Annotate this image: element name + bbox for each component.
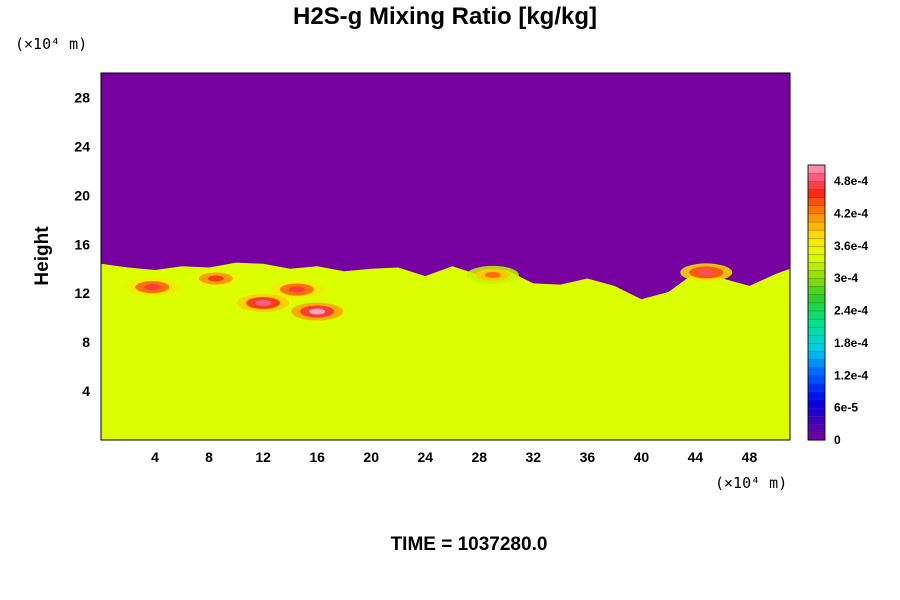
time-label: TIME = 1037280.0 bbox=[391, 534, 548, 555]
colorbar-swatch bbox=[807, 253, 826, 263]
colorbar-swatch bbox=[807, 197, 826, 207]
colorbar-swatch bbox=[807, 310, 826, 320]
colorbar-tick-label: 6e-5 bbox=[834, 401, 858, 415]
colorbar-swatch bbox=[807, 278, 826, 287]
x-tick-label: 44 bbox=[688, 449, 704, 465]
colorbar-tick-label: 1.8e-4 bbox=[834, 336, 868, 350]
y-tick-label: 20 bbox=[74, 187, 90, 203]
colorbar-swatch bbox=[807, 399, 826, 409]
y-unit-label: (×10⁴ m) bbox=[15, 35, 87, 53]
colorbar-tick-label: 3.6e-4 bbox=[834, 239, 868, 253]
colorbar-tick-label: 4.8e-4 bbox=[834, 174, 868, 188]
colorbar-swatch bbox=[807, 431, 826, 441]
x-tick-label: 12 bbox=[255, 449, 271, 465]
colorbar-swatch bbox=[807, 375, 826, 384]
y-tick-label: 12 bbox=[74, 285, 90, 301]
colorbar-swatch bbox=[807, 237, 826, 247]
colorbar-tick-label: 1.2e-4 bbox=[834, 368, 868, 382]
x-tick-label: 16 bbox=[309, 449, 325, 465]
colorbar-swatch bbox=[807, 391, 826, 401]
colorbar-swatch bbox=[807, 302, 826, 312]
colorbar-swatch bbox=[807, 415, 826, 425]
colorbar-swatch bbox=[807, 245, 826, 255]
y-tick-label: 24 bbox=[74, 138, 90, 154]
colorbar-swatch bbox=[807, 318, 826, 328]
colorbar-swatch bbox=[807, 286, 826, 295]
concentration-band-5 bbox=[101, 262, 790, 440]
colorbar-frame bbox=[807, 164, 826, 441]
y-tick-label: 16 bbox=[74, 236, 90, 252]
colorbar-swatch bbox=[807, 181, 826, 190]
high-concentration-patch bbox=[270, 280, 323, 299]
colorbar-swatch bbox=[807, 383, 826, 393]
colorbar-swatch bbox=[807, 189, 826, 198]
colorbar-swatch bbox=[807, 358, 826, 368]
colorbar-swatch bbox=[807, 342, 826, 352]
colorbar-swatch bbox=[807, 269, 826, 279]
heatmap-plot bbox=[101, 73, 790, 440]
x-tick-label: 4 bbox=[151, 449, 159, 465]
colorbar: 0 6e-5 1.2e-4 1.8e-4 2.4e-4 3e-4 3.6e-4 4.2e-4 4… bbox=[807, 164, 868, 447]
y-tick-label: 8 bbox=[82, 334, 90, 350]
x-tick-label: 32 bbox=[526, 449, 542, 465]
colorbar-swatch bbox=[807, 350, 826, 360]
colorbar-swatch bbox=[807, 334, 826, 344]
x-tick-label: 24 bbox=[417, 449, 433, 465]
colorbar-tick-label: 0 bbox=[834, 433, 841, 447]
high-concentration-patch bbox=[126, 278, 179, 297]
colorbar-tick-label: 4.2e-4 bbox=[834, 207, 868, 221]
colorbar-swatch bbox=[807, 221, 826, 231]
colorbar-swatch bbox=[807, 164, 826, 174]
colorbar-swatch bbox=[807, 407, 826, 417]
x-tick-label: 48 bbox=[742, 449, 758, 465]
colorbar-swatch bbox=[807, 213, 826, 223]
x-unit-label: (×10⁴ m) bbox=[715, 474, 787, 492]
high-concentration-patch bbox=[291, 302, 344, 321]
y-tick-label: 4 bbox=[82, 383, 90, 399]
colorbar-swatch bbox=[807, 423, 826, 433]
colorbar-swatch bbox=[807, 229, 826, 239]
high-concentration-patch bbox=[189, 269, 242, 288]
colorbar-swatch bbox=[807, 367, 826, 376]
colorbar-swatch bbox=[807, 294, 826, 304]
x-tick-label: 20 bbox=[363, 449, 379, 465]
x-tick-label: 40 bbox=[634, 449, 650, 465]
colorbar-swatch bbox=[807, 205, 826, 215]
colorbar-tick-label: 2.4e-4 bbox=[834, 304, 868, 318]
plot-frame bbox=[100, 72, 791, 441]
y-axis-label: Height bbox=[32, 226, 53, 286]
x-tick-labels: 4 8 12 16 20 24 28 32 36 40 44 48 bbox=[151, 449, 757, 465]
y-tick-label: 28 bbox=[74, 89, 90, 105]
y-tick-labels: 4 8 12 16 20 24 28 bbox=[74, 89, 90, 399]
x-tick-label: 8 bbox=[205, 449, 213, 465]
colorbar-swatch bbox=[807, 172, 826, 182]
high-concentration-patch bbox=[237, 293, 290, 312]
colorbar-swatch bbox=[807, 261, 826, 271]
colorbar-tick-label: 3e-4 bbox=[834, 271, 858, 285]
x-tick-label: 36 bbox=[580, 449, 596, 465]
chart-title: H2S-g Mixing Ratio [kg/kg] bbox=[293, 3, 597, 30]
high-concentration-patch bbox=[466, 265, 519, 284]
colorbar-swatch bbox=[807, 326, 826, 336]
high-concentration-patch bbox=[680, 263, 733, 282]
x-tick-label: 28 bbox=[471, 449, 487, 465]
